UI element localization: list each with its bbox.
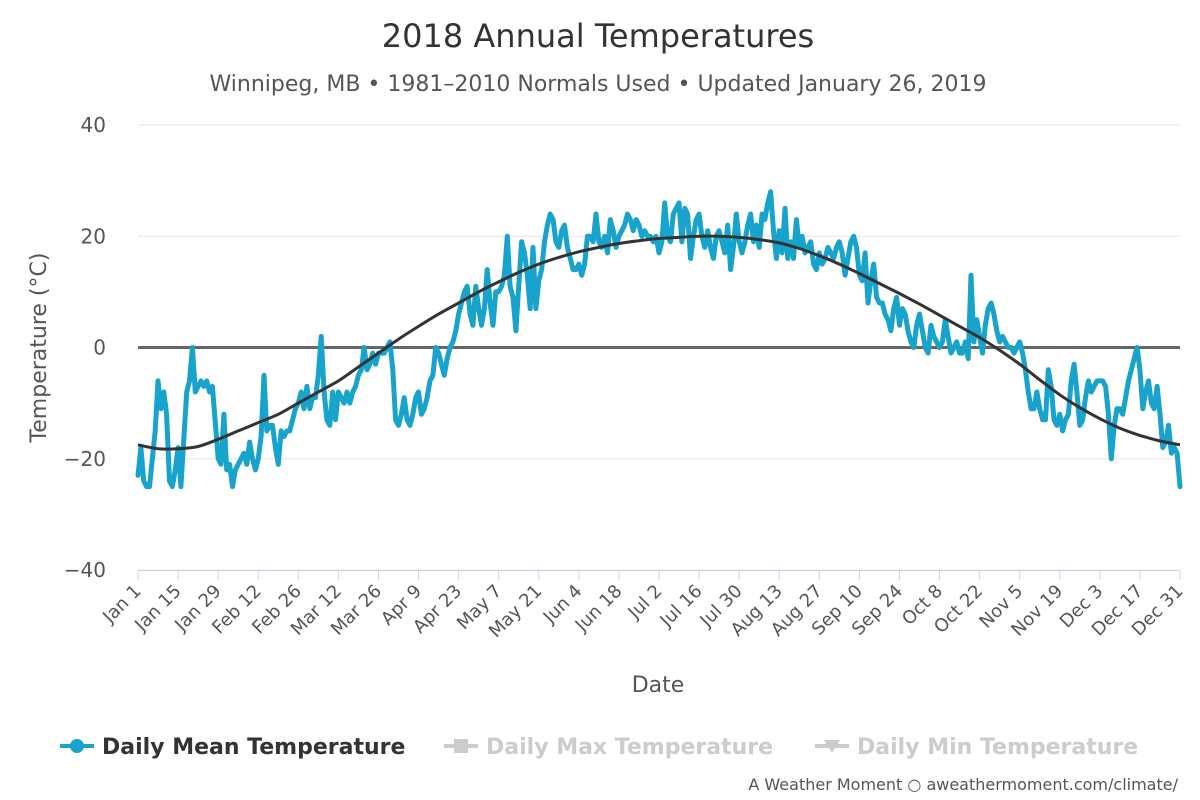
legend-label: Daily Mean Temperature (102, 735, 405, 760)
y-axis-ticks: −40 −20 0 20 40 (64, 113, 106, 582)
legend-label: Daily Max Temperature (486, 735, 773, 760)
x-axis-title: Date (632, 673, 685, 698)
credit-text[interactable]: A Weather Moment ○ aweathermoment.com/cl… (748, 775, 1178, 794)
y-tick-label: −20 (64, 447, 106, 471)
legend-triangle-marker (824, 740, 840, 753)
x-tick-label: Jul 16 (655, 581, 706, 632)
y-tick-label: 20 (81, 224, 106, 248)
legend-circle-marker (70, 739, 84, 753)
plot-area (135, 189, 1183, 490)
legend-item-daily-min[interactable]: Daily Min Temperature (815, 735, 1138, 760)
legend-item-daily-max[interactable]: Daily Max Temperature (444, 735, 773, 760)
legend: Daily Mean Temperature Daily Max Temperat… (60, 735, 1138, 760)
y-tick-label: 0 (93, 336, 106, 360)
y-tick-label: 40 (81, 113, 106, 137)
legend-item-daily-mean[interactable]: Daily Mean Temperature (60, 735, 405, 760)
normal-curve-line (137, 234, 1181, 451)
chart-title: 2018 Annual Temperatures (382, 17, 814, 55)
series-line-daily-mean[interactable] (135, 189, 1183, 490)
y-tick-label: −40 (64, 558, 106, 582)
y-axis-title: Temperature (°C) (27, 253, 52, 444)
legend-label: Daily Min Temperature (857, 735, 1138, 760)
chart-subtitle: Winnipeg, MB • 1981–2010 Normals Used • … (210, 72, 987, 97)
legend-square-marker (454, 739, 468, 753)
